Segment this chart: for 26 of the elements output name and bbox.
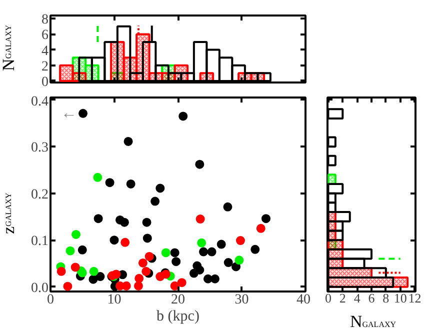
y-axis-title: zGALAXY — [0, 192, 18, 234]
x-tick-label: 30 — [234, 292, 249, 308]
x-tick-label: 6 — [368, 290, 376, 306]
x-tick-label: 10 — [107, 292, 122, 308]
y-tick-label: 0.2 — [31, 187, 48, 202]
y-tick-label: 4 — [42, 44, 48, 59]
x-tick-label: 8 — [382, 290, 390, 306]
y-tick-label: 0.0 — [31, 280, 48, 296]
x-axis-title: b (kpc) — [156, 308, 200, 324]
x-tick-label: 4 — [354, 290, 361, 306]
x-tick-label: 12 — [408, 290, 422, 306]
y-tick-label: 0.3 — [31, 140, 48, 156]
y-tick-label: 0.1 — [31, 234, 48, 250]
y-tick-label: 8 — [42, 12, 48, 28]
annotation: ← — [61, 104, 78, 122]
y-tick-label: 2 — [42, 59, 48, 74]
y-tick-label: 6 — [42, 28, 48, 44]
x-tick-label: 2 — [339, 290, 346, 306]
y-axis-title: NGALAXY — [0, 24, 18, 71]
x-tick-label: 40 — [296, 292, 310, 308]
y-tick-label: 0 — [42, 74, 48, 90]
x-tick-label: 10 — [394, 290, 407, 306]
x-tick-label: 20 — [171, 292, 185, 308]
x-tick-label: 0 — [324, 290, 332, 306]
x-axis-title: NGALAXY — [350, 312, 396, 331]
y-tick-label: 0.4 — [31, 94, 48, 110]
